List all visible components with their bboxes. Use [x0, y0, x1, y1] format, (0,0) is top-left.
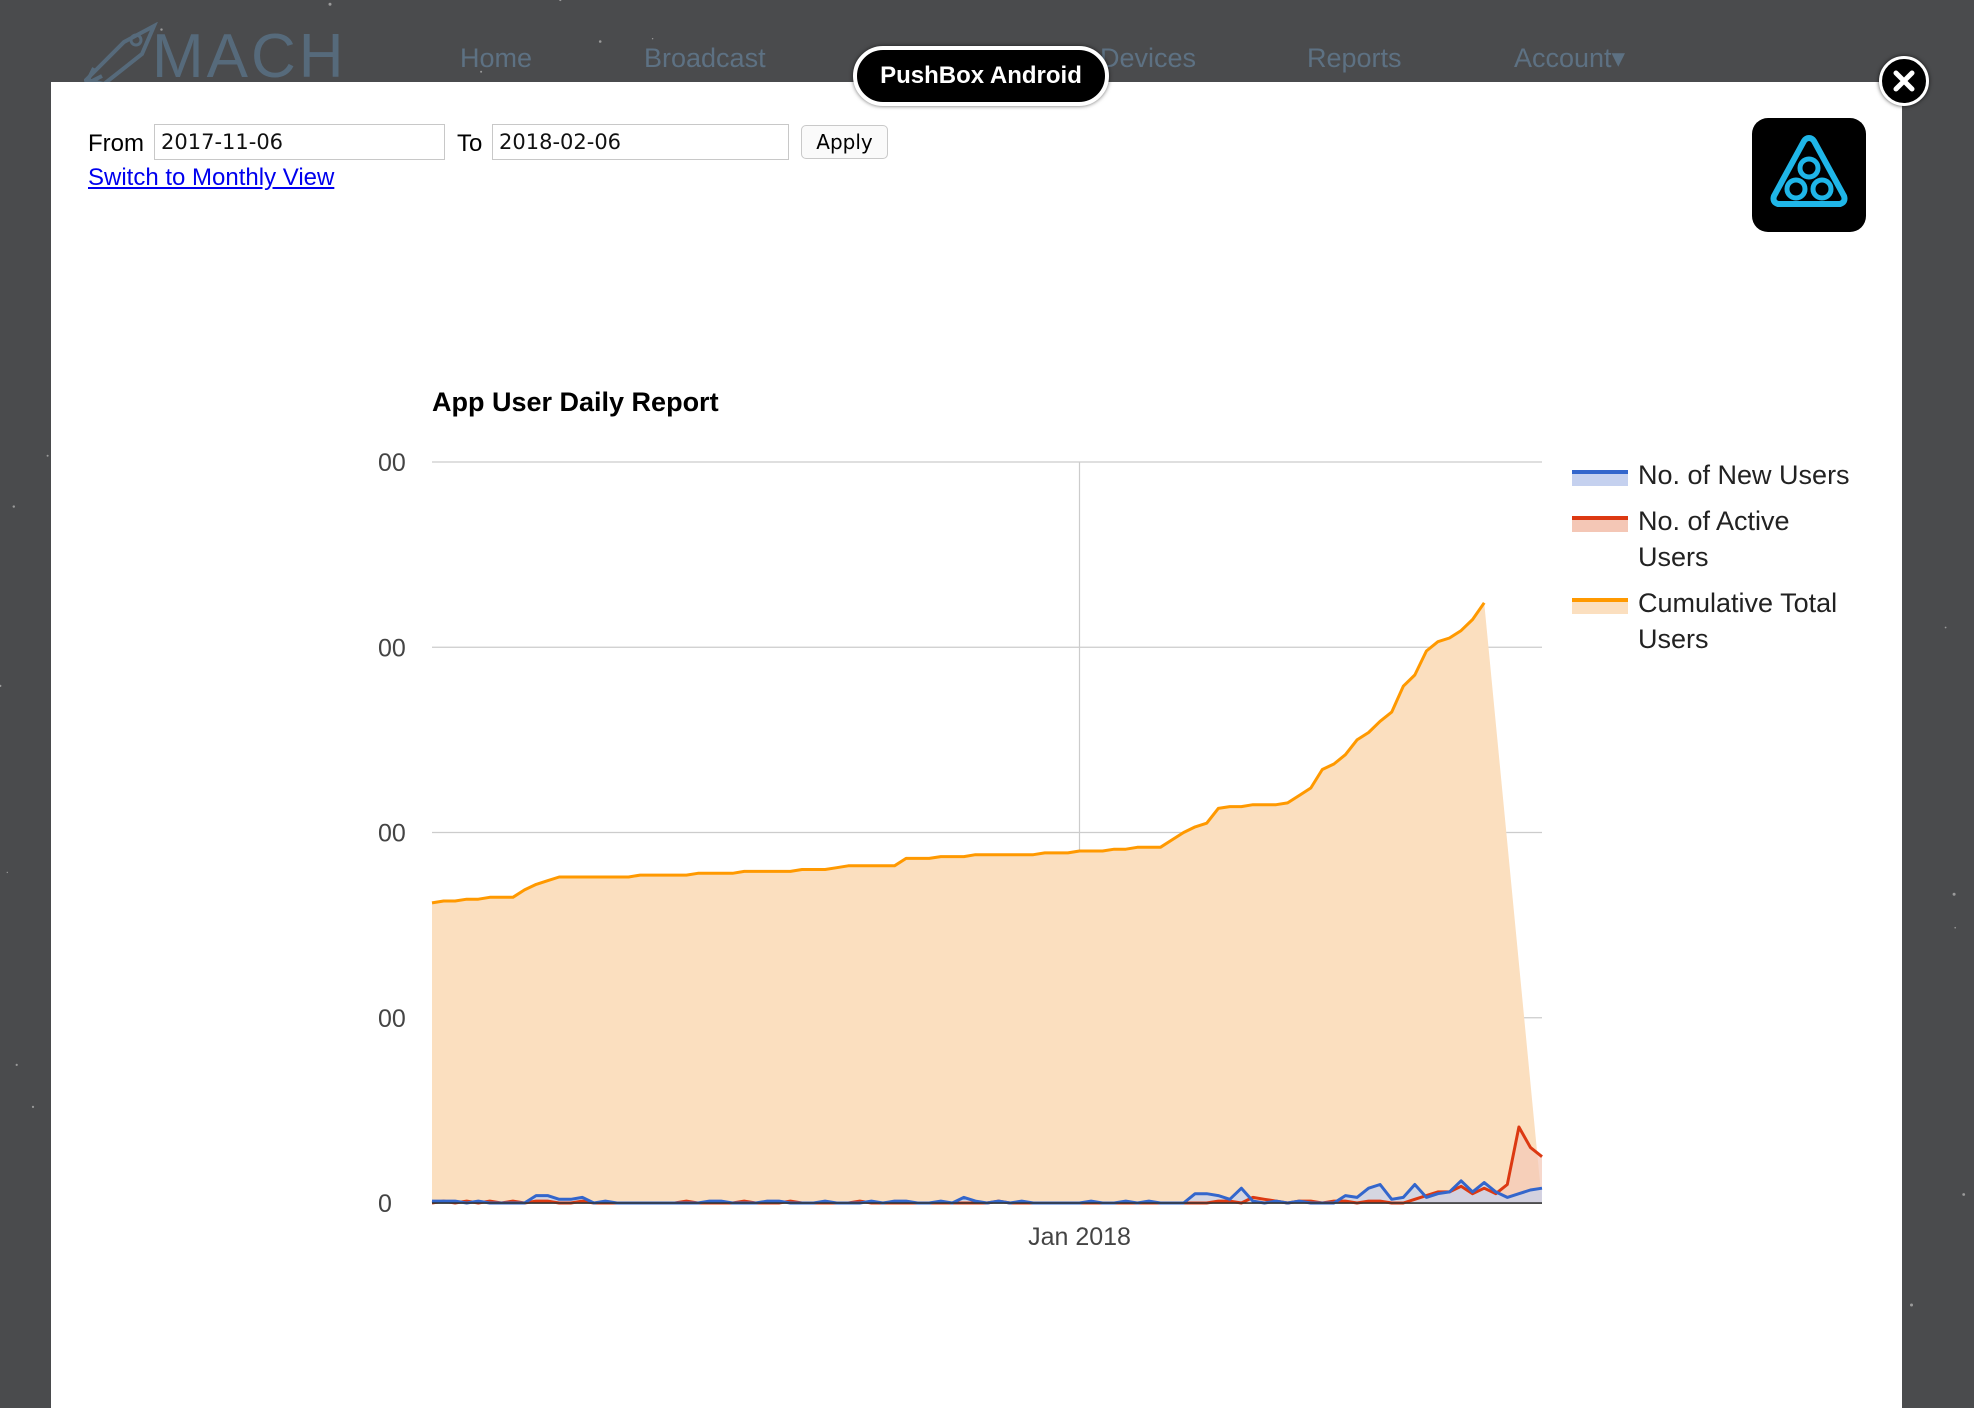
- close-icon: [1893, 70, 1915, 92]
- switch-monthly-view-link[interactable]: Switch to Monthly View: [88, 164, 335, 191]
- star: [1910, 1303, 1913, 1307]
- star: [0, 684, 2, 687]
- legend-swatch-fill: [1572, 472, 1628, 486]
- y-tick-label: 00: [378, 1005, 406, 1033]
- nav-devices[interactable]: Devices: [1100, 43, 1197, 73]
- series-line-2: [431, 601, 1486, 905]
- star: [160, 28, 163, 31]
- app-icon: [1752, 118, 1866, 232]
- nav-broadcast[interactable]: Broadcast: [644, 43, 766, 73]
- chart-title: App User Daily Report: [432, 387, 719, 417]
- legend-swatch-fill: [1572, 518, 1628, 532]
- from-label: From: [88, 130, 144, 157]
- top-navigation: MACH Home Broadcast Devices Reports Acco…: [0, 0, 1974, 88]
- from-date-input[interactable]: [154, 124, 445, 160]
- apply-button[interactable]: Apply: [801, 125, 888, 159]
- star: [1944, 626, 1947, 629]
- y-tick-label: 0: [378, 1190, 392, 1218]
- star: [559, 0, 562, 2]
- y-tick-label: 00: [378, 634, 406, 662]
- series-area-2: [432, 602, 1542, 1203]
- star: [598, 40, 602, 43]
- nav-account[interactable]: Account▾: [1514, 43, 1626, 73]
- logo-wordmark: MACH: [152, 22, 347, 91]
- x-tick-label: Jan 2018: [1028, 1223, 1131, 1251]
- close-modal-button[interactable]: [1879, 56, 1929, 106]
- star: [6, 871, 8, 874]
- star: [31, 1105, 35, 1108]
- star: [480, 70, 483, 73]
- legend-label: Cumulative Total Users: [1638, 588, 1837, 654]
- star: [12, 505, 15, 508]
- star: [1954, 926, 1956, 929]
- star: [46, 454, 49, 457]
- nav-reports[interactable]: Reports: [1307, 43, 1402, 73]
- star: [651, 38, 654, 40]
- star: [1952, 892, 1956, 896]
- legend-label: No. of New Users: [1638, 460, 1850, 490]
- legend-label: No. of Active Users: [1638, 506, 1790, 572]
- star: [1962, 1193, 1966, 1196]
- to-date-input[interactable]: [492, 124, 789, 160]
- triangle-dots-icon: [1770, 135, 1848, 207]
- nav-home[interactable]: Home: [460, 43, 533, 73]
- y-tick-label: 00: [378, 820, 406, 848]
- to-label: To: [457, 130, 483, 157]
- star: [15, 1063, 18, 1066]
- y-tick-label: 00: [378, 449, 406, 477]
- legend-swatch-fill: [1572, 600, 1628, 614]
- current-app-badge[interactable]: PushBox Android: [853, 46, 1109, 106]
- star: [328, 2, 332, 6]
